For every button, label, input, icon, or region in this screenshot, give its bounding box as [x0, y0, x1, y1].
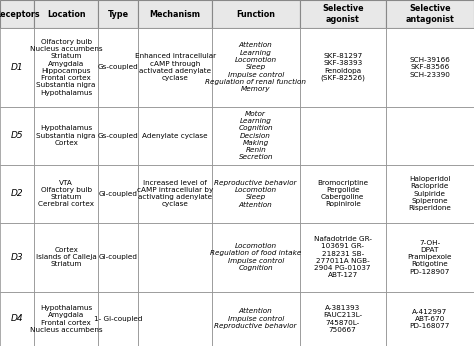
Text: Type: Type [108, 10, 129, 19]
Bar [212, 28, 300, 107]
Text: Enhanced intracellular
cAMP through
activated adenylate
cyclase: Enhanced intracellular cAMP through acti… [135, 53, 216, 81]
Text: Mechanism: Mechanism [150, 10, 201, 19]
Bar [386, 165, 474, 222]
Bar [34, 222, 98, 292]
Bar [138, 107, 212, 165]
Text: Hypothalamus
Substantia nigra
Cortex: Hypothalamus Substantia nigra Cortex [36, 125, 96, 146]
Bar [34, 28, 98, 107]
Text: Motor
Learning
Cognition
Decision
Making
Renin
Secretion: Motor Learning Cognition Decision Making… [238, 111, 273, 161]
Bar [34, 107, 98, 165]
Text: D1: D1 [11, 63, 23, 72]
Text: Locomotion
Regulation of food intake
Impulse control
Cognition: Locomotion Regulation of food intake Imp… [210, 243, 301, 271]
Text: A-381393
FAUC213L-
745870L-
750667: A-381393 FAUC213L- 745870L- 750667 [323, 305, 362, 333]
Text: D5: D5 [11, 131, 23, 140]
Text: Attention
Impulse control
Reproductive behavior: Attention Impulse control Reproductive b… [214, 309, 297, 329]
Bar [300, 0, 386, 28]
Bar [138, 165, 212, 222]
Text: Selective
agonist: Selective agonist [322, 4, 364, 24]
Text: Adenylate cyclase: Adenylate cyclase [142, 133, 208, 139]
Bar [0, 107, 34, 165]
Bar [138, 292, 212, 346]
Text: Function: Function [236, 10, 275, 19]
Bar [98, 0, 138, 28]
Bar [212, 222, 300, 292]
Bar [34, 165, 98, 222]
Bar [138, 28, 212, 107]
Bar [0, 292, 34, 346]
Text: Selective
antagonist: Selective antagonist [406, 4, 454, 24]
Bar [0, 222, 34, 292]
Text: 1- Gi-coupled: 1- Gi-coupled [94, 316, 143, 322]
Text: D4: D4 [11, 315, 23, 324]
Bar [0, 165, 34, 222]
Bar [386, 107, 474, 165]
Text: SCH-39166
SKF-83566
SCH-23390: SCH-39166 SKF-83566 SCH-23390 [410, 57, 450, 78]
Text: Increased level of
cAMP intracellular by
activating adenylate
cyclase: Increased level of cAMP intracellular by… [137, 180, 213, 208]
Bar [138, 222, 212, 292]
Bar [138, 0, 212, 28]
Bar [386, 292, 474, 346]
Text: Bromocriptine
Pergolide
Cabergoline
Ropinirole: Bromocriptine Pergolide Cabergoline Ropi… [317, 180, 368, 208]
Text: Nafadotride GR-
103691 GR-
218231 SB-
277011A NGB-
2904 PG-01037
ABT-127: Nafadotride GR- 103691 GR- 218231 SB- 27… [314, 236, 372, 278]
Text: 7-OH-
DPAT
Pramipexole
Rotigotine
PD-128907: 7-OH- DPAT Pramipexole Rotigotine PD-128… [408, 240, 452, 275]
Text: Gs-coupled: Gs-coupled [98, 133, 138, 139]
Bar [386, 28, 474, 107]
Bar [386, 222, 474, 292]
Text: Location: Location [47, 10, 85, 19]
Bar [300, 28, 386, 107]
Bar [300, 292, 386, 346]
Bar [98, 292, 138, 346]
Text: Olfactory bulb
Nucleus accumbens
Striatum
Amygdala
Hippocampus
Frontal cortex
Su: Olfactory bulb Nucleus accumbens Striatu… [30, 39, 102, 96]
Bar [98, 28, 138, 107]
Bar [98, 165, 138, 222]
Bar [0, 0, 34, 28]
Bar [212, 292, 300, 346]
Text: D3: D3 [11, 253, 23, 262]
Bar [212, 107, 300, 165]
Text: Reproductive behavior
Locomotion
Sleep
Attention: Reproductive behavior Locomotion Sleep A… [214, 180, 297, 208]
Text: VTA
Olfactory bulb
Striatum
Cerebral cortex: VTA Olfactory bulb Striatum Cerebral cor… [38, 180, 94, 208]
Text: Gi-coupled: Gi-coupled [99, 191, 138, 197]
Text: D2: D2 [11, 189, 23, 198]
Bar [212, 165, 300, 222]
Bar [98, 107, 138, 165]
Text: SKF-81297
SKF-38393
Fenoldopa
(SKF-82526): SKF-81297 SKF-38393 Fenoldopa (SKF-82526… [320, 53, 365, 81]
Bar [98, 222, 138, 292]
Text: A-412997
ABT-670
PD-168077: A-412997 ABT-670 PD-168077 [410, 309, 450, 329]
Text: Gs-coupled: Gs-coupled [98, 64, 138, 70]
Text: Attention
Learning
Locomotion
Sleep
Impulse control
Regulation of renal function: Attention Learning Locomotion Sleep Impu… [205, 43, 306, 92]
Text: Receptors: Receptors [0, 10, 40, 19]
Bar [300, 165, 386, 222]
Text: Haloperidol
Raclopride
Sulpiride
Spiperone
Risperidone: Haloperidol Raclopride Sulpiride Spipero… [409, 176, 451, 211]
Text: Gi-coupled: Gi-coupled [99, 254, 138, 260]
Bar [212, 0, 300, 28]
Bar [0, 28, 34, 107]
Bar [34, 292, 98, 346]
Text: Cortex
Islands of Calleja
Striatum: Cortex Islands of Calleja Striatum [36, 247, 97, 267]
Bar [386, 0, 474, 28]
Bar [300, 107, 386, 165]
Text: Hypothalamus
Amygdala
Frontal cortex
Nucleus accumbens: Hypothalamus Amygdala Frontal cortex Nuc… [30, 305, 102, 333]
Bar [300, 222, 386, 292]
Bar [34, 0, 98, 28]
